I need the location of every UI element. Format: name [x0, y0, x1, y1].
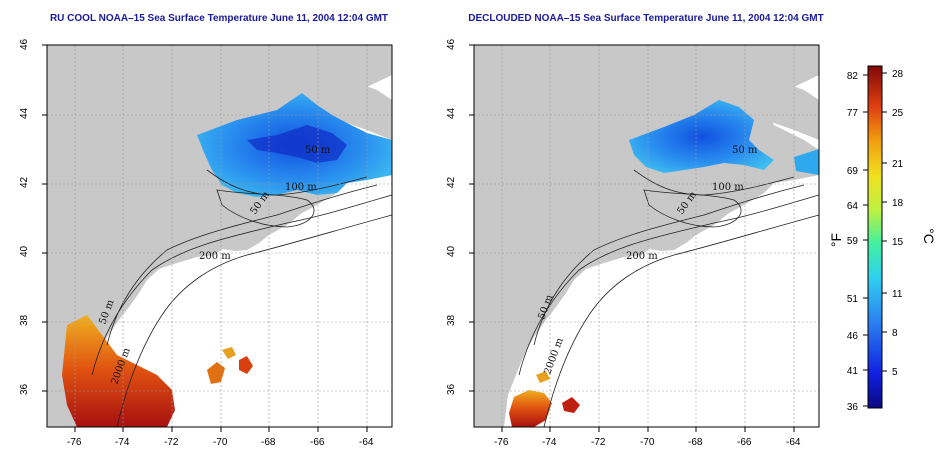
panel-title: DECLOUDED NOAA–15 Sea Surface Temperatur… [468, 13, 824, 24]
x-tick-label: -64 [359, 437, 374, 448]
x-tick-label: -70 [213, 437, 228, 448]
isobath-label: 200 m [199, 251, 231, 262]
y-tick-label: 40 [446, 245, 457, 257]
panel-title: RU COOL NOAA–15 Sea Surface Temperature … [50, 13, 388, 24]
colorbar-f-label: 82 [847, 71, 859, 82]
colorbar-f-label: 51 [847, 294, 859, 305]
colorbar-c-label: 15 [892, 237, 904, 248]
isobath-georges-bank [216, 189, 315, 228]
sst-warm-blob-1 [562, 397, 580, 413]
isobath-georges-bank [643, 189, 742, 228]
y-tick-label: 40 [19, 245, 30, 257]
y-tick-label: 36 [19, 383, 30, 395]
x-tick-label: -74 [542, 437, 557, 448]
y-tick-label: 38 [19, 314, 30, 326]
isobath-label: 100 m [285, 182, 317, 193]
tick-marks [469, 44, 795, 432]
panel-declouded: 50 m 100 m 50 m 200 m 50 m 2000 m -76 -7… [446, 38, 820, 448]
colorbar-f-label: 41 [847, 366, 859, 377]
land-bump [724, 75, 819, 140]
x-tick-label: -72 [164, 437, 179, 448]
y-tick-label: 36 [446, 383, 457, 395]
y-tick-label: 44 [446, 107, 457, 119]
land-bump [297, 75, 392, 140]
sst-warm-patch [509, 390, 552, 427]
colorbar-f-label: 69 [847, 166, 859, 177]
colorbar-c-label: 5 [892, 367, 898, 378]
colorbar: 82 77 69 64 59 51 46 41 36 28 25 21 18 1… [828, 65, 937, 413]
colorbar-c-label: 21 [892, 159, 904, 170]
x-tick-label: -70 [640, 437, 655, 448]
colorbar-c-label: 11 [892, 289, 903, 300]
isobath-label: 200 m [626, 251, 658, 262]
colorbar-c-label: 18 [892, 198, 904, 209]
panel-rucool: 50 m 100 m 50 m 200 m 50 m 2000 m -76 -7… [19, 38, 393, 448]
y-tick-label: 38 [446, 314, 457, 326]
tick-marks [42, 44, 368, 432]
grid [474, 45, 819, 427]
map-border [473, 44, 820, 428]
sst-warm-patch [62, 315, 175, 427]
x-tick-label: -76 [494, 437, 509, 448]
isobath-label: 50 m [732, 145, 758, 156]
colorbar-c-unit: °C [921, 228, 937, 244]
isobath-label: 100 m [712, 182, 744, 193]
x-tick-label: -68 [261, 437, 276, 448]
sst-cool-east [794, 149, 819, 175]
colorbar-f-label: 77 [847, 108, 859, 119]
map-border [46, 44, 393, 428]
y-tick-label: 46 [19, 38, 30, 50]
colorbar-gradient [867, 65, 883, 409]
x-tick-label: -74 [115, 437, 130, 448]
sst-warm-blob-2 [536, 371, 550, 383]
x-tick-label: -64 [786, 437, 801, 448]
sst-cold-core [247, 125, 347, 163]
y-tick-label: 46 [446, 38, 457, 50]
colorbar-c-ticks [882, 72, 887, 372]
grid [47, 45, 392, 427]
x-tick-label: -76 [67, 437, 82, 448]
colorbar-f-unit: °F [828, 233, 844, 247]
x-tick-label: -72 [591, 437, 606, 448]
y-tick-label: 42 [446, 176, 457, 188]
isobath-label: 50 m [305, 145, 331, 156]
colorbar-f-label: 64 [847, 201, 859, 212]
y-tick-label: 44 [19, 107, 30, 119]
sst-warm-blob-1 [207, 362, 225, 384]
colorbar-f-ticks [863, 74, 868, 407]
sst-warm-blob-3 [222, 347, 236, 359]
x-tick-label: -66 [310, 437, 325, 448]
colorbar-c-label: 28 [892, 69, 904, 80]
sst-cool-patch [629, 100, 774, 173]
x-tick-label: -68 [688, 437, 703, 448]
x-tick-label: -66 [737, 437, 752, 448]
colorbar-c-label: 8 [892, 328, 898, 339]
sst-warm-blob-2 [239, 356, 253, 374]
colorbar-f-label: 46 [847, 331, 859, 342]
colorbar-f-label: 36 [847, 402, 859, 413]
colorbar-c-label: 25 [892, 108, 904, 119]
y-tick-label: 42 [19, 176, 30, 188]
colorbar-f-label: 59 [847, 236, 859, 247]
